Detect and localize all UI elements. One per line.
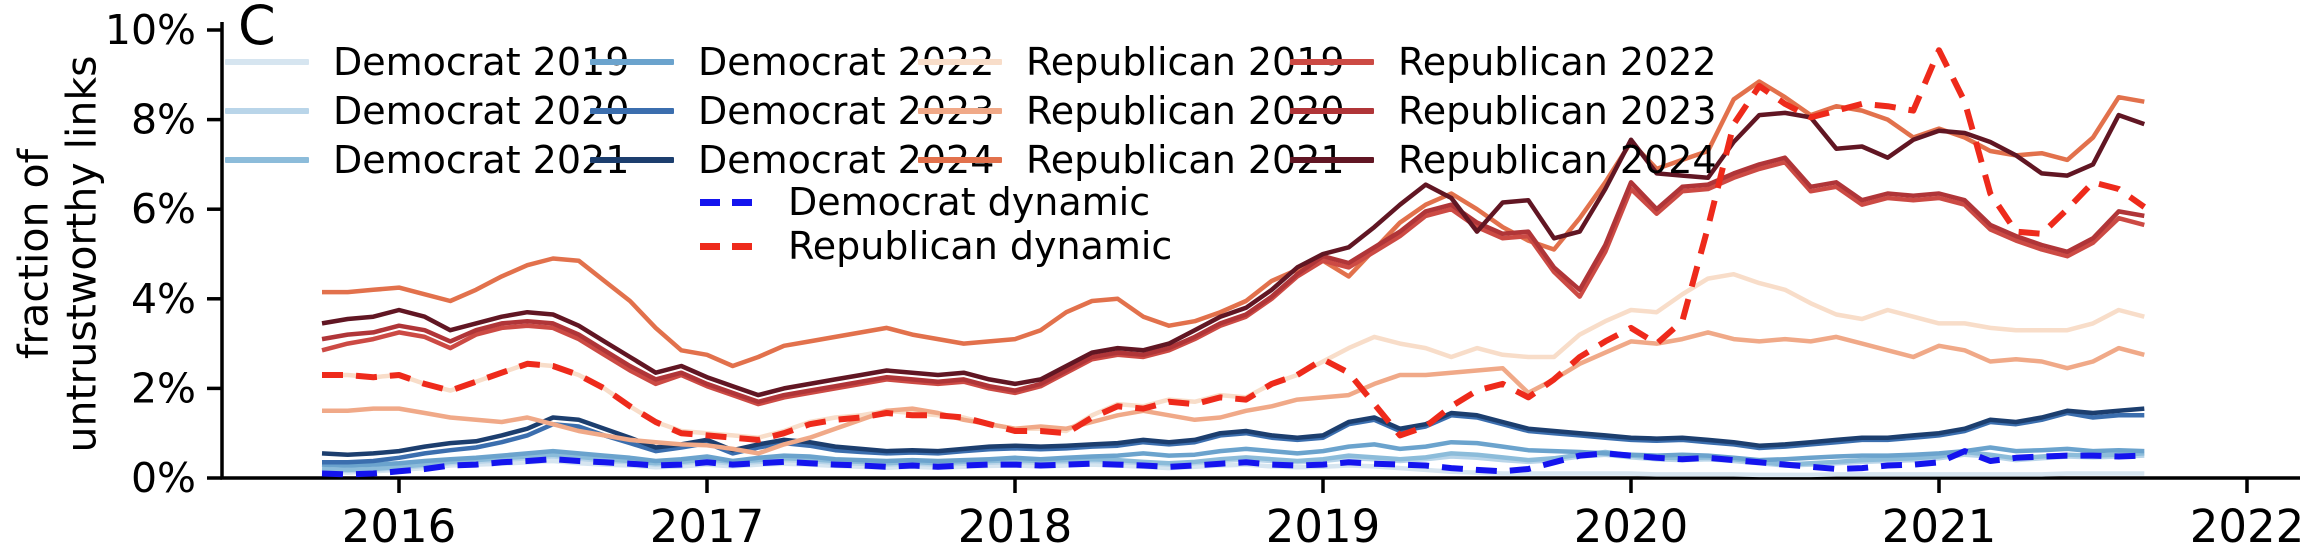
legend-label: Republican 2023 bbox=[1398, 89, 1717, 133]
series-line-republican-2023 bbox=[321, 155, 2145, 405]
legend-item-democrat-2023: Democrat 2023 bbox=[590, 89, 994, 133]
y-axis-title-line1: fraction of bbox=[9, 148, 58, 360]
legend-label: Democrat dynamic bbox=[788, 180, 1151, 224]
legend-item-republican-2024: Republican 2024 bbox=[1290, 138, 1717, 182]
panel-label: C bbox=[238, 0, 276, 57]
legend-swatch bbox=[590, 108, 674, 114]
legend-label: Republican dynamic bbox=[788, 224, 1173, 268]
series-line-republican-2021 bbox=[322, 79, 2145, 369]
legend-swatch bbox=[1290, 108, 1374, 114]
series-line-republican-2024 bbox=[321, 110, 2146, 398]
legend-item-republican-2020: Republican 2020 bbox=[918, 89, 1345, 133]
legend-item-republican-2021: Republican 2021 bbox=[918, 138, 1345, 182]
x-tick-label: 2016 bbox=[342, 500, 457, 553]
legend-swatch bbox=[1290, 59, 1374, 65]
legend-swatch bbox=[590, 59, 674, 65]
legend-swatch bbox=[225, 157, 309, 163]
legend-item-democrat-2019: Democrat 2019 bbox=[225, 40, 630, 84]
y-axis-title: fraction of untrustworthy links bbox=[10, 55, 107, 452]
legend-label: Democrat 2020 bbox=[333, 89, 630, 133]
legend-label: Democrat 2019 bbox=[333, 40, 630, 84]
x-tick-label: 2018 bbox=[958, 500, 1073, 553]
legend-label: Democrat 2021 bbox=[333, 138, 630, 182]
legend-item-democrat-2020: Democrat 2020 bbox=[225, 89, 630, 133]
legend-label: Republican 2024 bbox=[1398, 138, 1717, 182]
y-tick-label: 4% bbox=[131, 275, 196, 323]
y-tick-label: 2% bbox=[131, 364, 196, 412]
legend-swatch bbox=[918, 108, 1002, 114]
legend-swatch bbox=[225, 59, 309, 65]
legend-label: Republican 2022 bbox=[1398, 40, 1717, 84]
x-tick-label: 2021 bbox=[1882, 500, 1997, 553]
x-tick-label: 2022 bbox=[2190, 500, 2305, 553]
legend-item-republican-2022: Republican 2022 bbox=[1290, 40, 1717, 84]
legend-item-democrat-2021: Democrat 2021 bbox=[225, 138, 630, 182]
series-line-republican-dynamic bbox=[322, 47, 2147, 443]
series-line-democrat-2022 bbox=[321, 439, 2145, 468]
legend-item-republican-dynamic: Republican dynamic bbox=[700, 224, 1173, 268]
legend-item-democrat-dynamic: Democrat dynamic bbox=[700, 180, 1151, 224]
legend-swatch bbox=[700, 242, 764, 250]
legend-swatch bbox=[225, 108, 309, 114]
y-axis-title-line2: untrustworthy links bbox=[58, 55, 106, 453]
x-tick-label: 2019 bbox=[1266, 500, 1381, 553]
y-tick-label: 8% bbox=[131, 96, 196, 144]
series-line-republican-2020 bbox=[322, 330, 2145, 456]
legend-item-republican-2023: Republican 2023 bbox=[1290, 89, 1717, 133]
x-tick-label: 2020 bbox=[1574, 500, 1689, 553]
y-tick-label: 0% bbox=[131, 454, 196, 502]
legend-swatch bbox=[918, 157, 1002, 163]
legend-swatch bbox=[700, 198, 764, 206]
x-tick-label: 2017 bbox=[650, 500, 765, 553]
legend-swatch bbox=[918, 59, 1002, 65]
y-tick-label: 10% bbox=[105, 6, 196, 54]
series-line-democrat-2024 bbox=[321, 406, 2145, 457]
series-line-democrat-2019 bbox=[321, 458, 2145, 478]
legend-item-republican-2019: Republican 2019 bbox=[918, 40, 1345, 84]
y-tick-label: 6% bbox=[131, 185, 196, 233]
legend-swatch bbox=[590, 157, 674, 163]
legend-swatch bbox=[1290, 157, 1374, 163]
series-line-democrat-2021 bbox=[321, 449, 2145, 473]
